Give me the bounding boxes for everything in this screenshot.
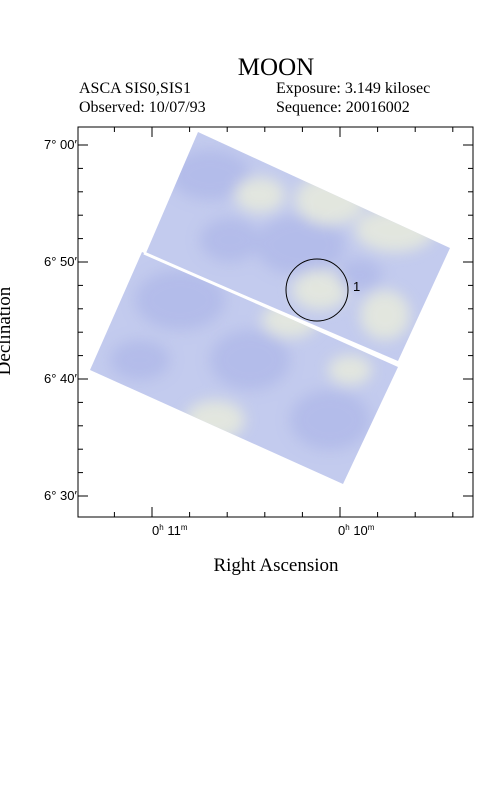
y-tick-label-7-00: 7° 00′ xyxy=(44,137,78,152)
exposure-label: Exposure: 3.149 kilosec xyxy=(276,80,431,97)
x-tick-label-0h11m: 0h 11m xyxy=(152,523,188,538)
detector-gap xyxy=(143,251,399,366)
plot-frame xyxy=(77,126,474,518)
instrument-label: ASCA SIS0,SIS1 xyxy=(79,80,192,97)
y-tick-label-6-40: 6° 40′ xyxy=(44,371,78,386)
sequence-label: Sequence: 20016002 xyxy=(276,99,410,116)
svg-text:0h 10m: 0h 10m xyxy=(338,523,375,538)
y-tick-label-6-50: 6° 50′ xyxy=(44,254,78,269)
y-axis-title: Declination xyxy=(0,286,15,376)
observed-label: Observed: 10/07/93 xyxy=(79,99,206,116)
svg-text:0h 11m: 0h 11m xyxy=(152,523,188,538)
y-tick-label-6-30: 6° 30′ xyxy=(44,488,78,503)
axis-ticks xyxy=(78,127,473,517)
source-label: 1 xyxy=(353,279,360,294)
detector-image-bottom xyxy=(90,252,398,484)
x-tick-label-0h10m: 0h 10m xyxy=(338,523,375,538)
source-region-circle xyxy=(285,258,349,322)
plot-title: MOON xyxy=(237,54,315,81)
detector-image-top xyxy=(146,132,450,361)
x-axis-title: Right Ascension xyxy=(213,555,339,576)
